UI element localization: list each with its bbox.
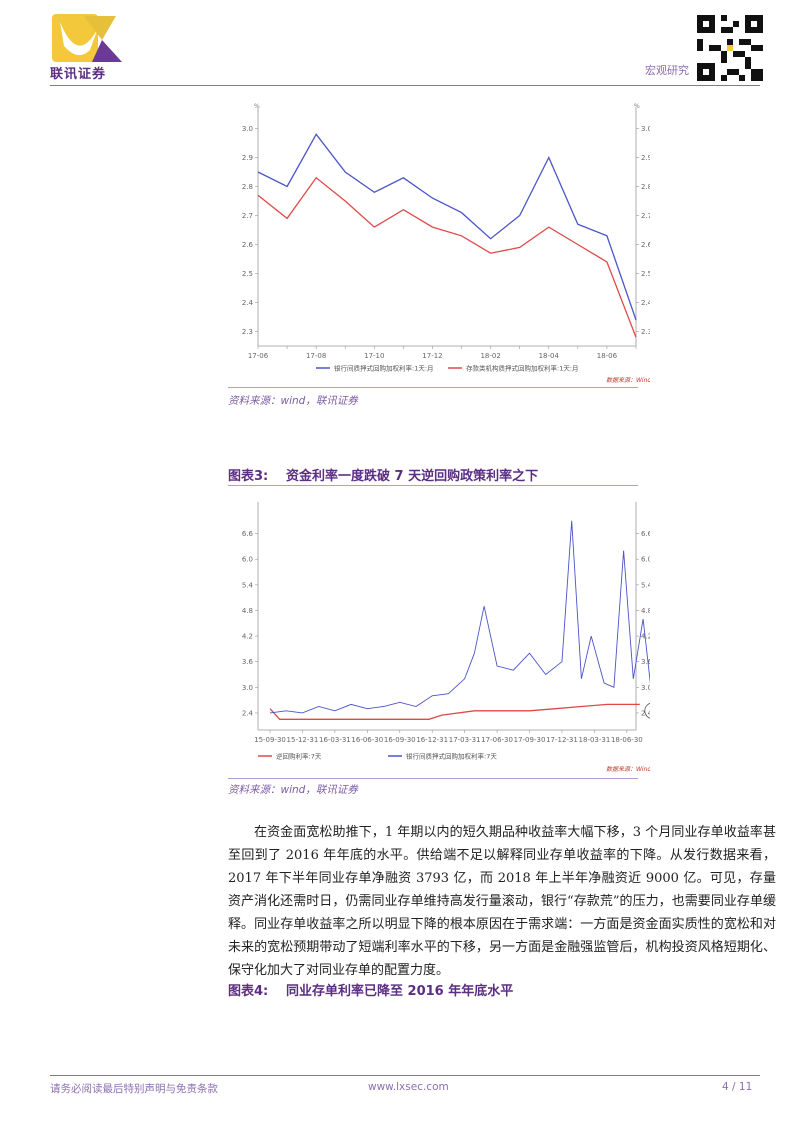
x-tick-label: 17-03-31 [449,736,481,744]
x-tick-label: 18-03-31 [579,736,611,744]
y-tick-label-right: 3.0 [641,684,650,692]
y-tick-label-left: 2.7 [242,212,253,220]
series-line-2 [269,520,654,714]
chart2-svg: 6.6 6.6 6.0 6.0 5.4 5.4 4.8 4.8 4.2 4.2 3.6 3.6 3.0 3… [242,502,662,773]
y-tick-label-left: 2.5 [242,270,253,278]
y-tick-label-right: 6.6 [641,530,650,538]
x-tick-label: 15-09-30 [254,736,286,744]
y-tick-label-left: 2.3 [242,328,253,336]
legend-label-1: 银行间质押式回购加权利率:1天:月 [334,364,434,373]
y-tick-label-right: 2.4 [641,709,650,717]
y-tick-label-right: 4.2 [641,633,650,641]
y-tick-label-right: 6.0 [641,556,650,564]
company-logo [50,10,130,85]
y-tick-label-left: 3.0 [242,684,253,692]
y-tick-label-left: 4.2 [242,633,253,641]
y-tick-label-left: 2.8 [242,183,253,191]
figure-divider [228,778,638,779]
qr-code-icon [697,15,763,81]
y-tick-label-right: 5.4 [641,581,650,589]
logo-text: 联讯证券 [50,67,107,82]
footer-url[interactable]: www.lxsec.com [368,1081,449,1093]
header-divider [50,85,760,86]
body-paragraph: 在资金面宽松助推下，1 年期以内的短久期品种收益率大幅下移，3 个月同业存单收益… [228,821,776,982]
x-tick-label: 15-12-31 [287,736,319,744]
footer-disclaimer[interactable]: 请务必阅读最后特别声明与免责条款 [50,1083,218,1095]
x-tick-label: 17-09-30 [514,736,546,744]
chart-interbank-1day: %% 3.0 3.0 2.9 2.9 2.8 2.8 2.7 2.7 2.6 2.6 2.5 2.5 2.… [228,98,653,388]
x-tick-label: 17-12-31 [546,736,578,744]
y-tick-label-right: 2.7 [641,212,650,220]
series-line-2 [257,176,637,338]
legend-label-2: 银行间质押式回购加权利率:7天 [406,752,497,761]
x-tick-label: 16-12-31 [416,736,448,744]
figure3-title: 图表3: 资金利率一度跌破 7 天逆回购政策利率之下 [228,465,538,484]
y-tick-label-left: 4.8 [242,607,253,615]
wind-source-label: 数据来源：Wind [606,765,650,773]
x-tick-label: 16-03-31 [319,736,351,744]
chart-repo-7day: 6.6 6.6 6.0 6.0 5.4 5.4 4.8 4.8 4.2 4.2 3.6 3.6 3.0 3… [228,492,662,777]
x-tick-label: 17-06 [248,352,269,360]
x-tick-label: 17-12 [422,352,442,360]
legend-label-2: 存款类机构质押式回购加权利率:1天:月 [466,364,579,373]
y-tick-label-right: 2.8 [641,183,650,191]
source-note: 资料来源：wind，联讯证券 [228,395,358,407]
page-number: 4 / 11 [722,1081,753,1093]
x-tick-label: 17-06-30 [481,736,513,744]
y-unit-right: % [634,103,640,110]
paragraph-text: 在资金面宽松助推下，1 年期以内的短久期品种收益率大幅下移，3 个月同业存单收益… [228,825,776,978]
x-tick-label: 18-06 [597,352,618,360]
y-tick-label-left: 2.6 [242,241,254,249]
y-tick-label-left: 5.4 [242,581,254,589]
y-tick-label-left: 6.6 [242,530,254,538]
x-tick-label: 17-08 [306,352,326,360]
figure4-title-text: 同业存单利率已降至 2016 年年底水平 [286,984,514,999]
y-tick-label-right: 2.6 [641,241,650,249]
figure-divider [228,485,638,486]
source-note: 资料来源：wind，联讯证券 [228,784,358,796]
chart1-svg: % % 3.0 3.0 2.9 2.9 2.8 2.8 2.7 2.7 2.6 2.6 2.5 2.5 2.… [242,103,653,384]
x-tick-label: 18-04 [539,352,560,360]
y-tick-label-right: 2.3 [641,328,650,336]
y-tick-label-right: 2.5 [641,270,650,278]
y-tick-label-left: 3.6 [242,658,254,666]
x-tick-label: 18-06-30 [611,736,643,744]
y-tick-label-left: 3.0 [242,125,253,133]
figure3-label: 图表3: [228,469,269,484]
x-tick-label: 16-06-30 [351,736,383,744]
y-tick-label-right: 3.0 [641,125,650,133]
section-label: 宏观研究 [645,64,689,77]
y-tick-label-right: 2.9 [641,154,650,162]
y-tick-label-left: 6.0 [242,556,253,564]
figure4-title: 图表4: 同业存单利率已降至 2016 年年底水平 [228,980,513,999]
wind-source-label: 数据来源：Wind [606,376,650,384]
y-tick-label-left: 2.4 [242,299,254,307]
y-tick-label-right: 3.6 [641,658,650,666]
y-tick-label-right: 4.8 [641,607,650,615]
footer-divider [50,1075,760,1076]
y-tick-label-left: 2.4 [242,709,254,717]
y-tick-label-left: 2.9 [242,154,253,162]
x-tick-label: 16-09-30 [384,736,416,744]
series-line-1 [269,703,640,720]
figure3-title-text: 资金利率一度跌破 7 天逆回购政策利率之下 [286,469,539,484]
figure4-label: 图表4: [228,984,269,999]
x-tick-label: 17-10 [364,352,384,360]
x-tick-label: 18-02 [480,352,500,360]
series-line-1 [257,133,637,321]
legend-label-1: 逆回购利率:7天 [276,752,322,761]
y-unit-left: % [254,103,260,110]
figure-divider [228,387,638,388]
y-tick-label-right: 2.4 [641,299,650,307]
